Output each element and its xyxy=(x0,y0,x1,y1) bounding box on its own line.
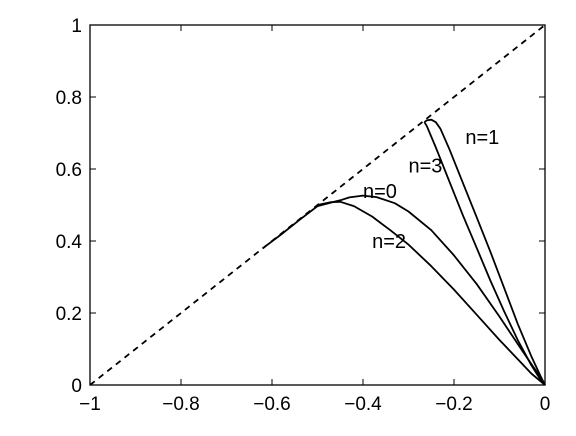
curve-label: n=2 xyxy=(372,231,406,253)
annotation-layer: n=1 n=3 n=0 n=2 xyxy=(363,127,499,253)
curve-label: n=0 xyxy=(363,181,397,203)
x-tick-label: −0.6 xyxy=(253,394,291,415)
y-tick-label: 0.8 xyxy=(56,88,82,109)
curve-label: n=1 xyxy=(465,127,499,149)
curve-label: n=3 xyxy=(409,156,443,178)
y-tick-label: 0.2 xyxy=(56,304,82,325)
axis-ticks: −1 −0.8 −0.6 −0.4 −0.2 0 0 0.2 0.4 0.6 0.8 1 xyxy=(56,16,551,415)
x-tick-label: −0.4 xyxy=(344,394,382,415)
series-n0 xyxy=(262,194,546,386)
x-tick-label: 0 xyxy=(540,394,551,415)
x-tick-label: −0.2 xyxy=(435,394,473,415)
series-n3 xyxy=(423,121,546,386)
y-tick-label: 1 xyxy=(71,16,82,37)
y-tick-label: 0 xyxy=(71,376,82,397)
series-layer xyxy=(89,24,546,386)
series-n2 xyxy=(317,200,546,386)
x-tick-label: −0.8 xyxy=(162,394,200,415)
series-n1 xyxy=(423,118,546,386)
x-tick-label: −1 xyxy=(79,394,101,415)
y-tick-label: 0.6 xyxy=(56,160,82,181)
y-tick-label: 0.4 xyxy=(56,232,83,253)
